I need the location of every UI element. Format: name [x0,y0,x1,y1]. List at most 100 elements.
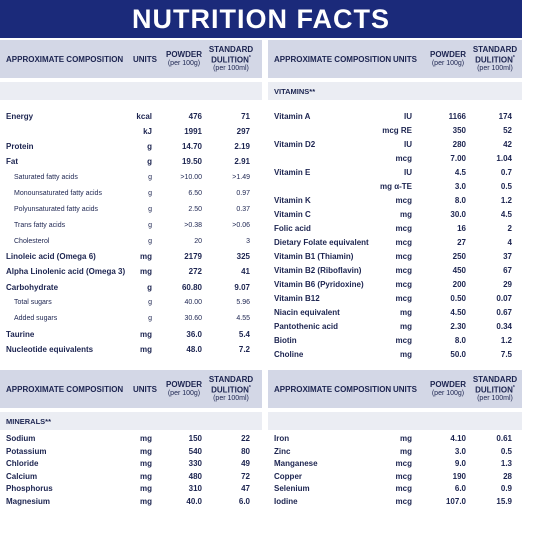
table-row: Phosphorus mg 310 47 [0,484,262,496]
nutrient-standard-value: 325 [236,252,250,261]
nutrient-powder-value: 30.60 [184,315,202,322]
table-row: Saturated fatty acids g >10.00 >1.49 [0,174,262,186]
nutrient-standard-value: 29 [503,280,512,289]
nutrient-unit: mcg [395,224,412,233]
nutrient-powder-value: 27 [457,238,466,247]
nutrient-unit: g [148,206,152,213]
nutrient-standard-value: 41 [241,267,250,276]
table-row: mcg RE 350 52 [268,126,522,138]
table-row: Vitamin B2 (Riboflavin) mcg 450 67 [268,266,522,278]
header-powder: POWDER (per 100g) [426,370,470,408]
nutrient-powder-value: 272 [188,267,202,276]
table-row: Vitamin B12 mcg 0.50 0.07 [268,294,522,306]
vitamins-band: VITAMINS** [268,82,522,100]
table-row: Copper mcg 190 28 [268,472,522,484]
table-row: Niacin equivalent mg 4.50 0.67 [268,308,522,320]
minerals-right-band [268,412,522,430]
nutrient-name: Vitamin B12 [274,294,320,303]
nutrient-powder-value: 8.0 [454,336,466,345]
nutrient-name: Chloride [6,459,39,468]
nutrient-standard-value: 2.19 [234,142,250,151]
nutrient-unit: mg [140,267,152,276]
table-row: Iron mg 4.10 0.61 [268,434,522,446]
nutrient-powder-value: 48.0 [186,345,202,354]
macronutrients-header: APPROXIMATE COMPOSITION UNITS POWDER (per 1… [0,40,262,78]
nutrient-powder-value: 1991 [184,127,202,136]
header-powder-label: POWDER [166,380,202,389]
nutrient-unit: mg α-TE [379,182,412,191]
table-row: Zinc mg 3.0 0.5 [268,447,522,459]
header-standard: STANDARD DULITION* (per 100ml) [206,40,256,78]
nutrient-powder-value: 4.50 [450,308,466,317]
header-composition: APPROXIMATE COMPOSITION [274,384,392,394]
nutrient-unit: mcg RE [382,126,412,135]
table-row: Vitamin K mcg 8.0 1.2 [268,196,522,208]
nutrient-unit: mg [140,252,152,261]
nutrient-standard-value: 49 [241,459,250,468]
nutrient-standard-value: 0.97 [236,190,250,197]
header-dilution-label: DULITION* [475,384,515,395]
nutrient-powder-value: 250 [452,252,466,261]
nutrient-name: Nucleotide equivalents [6,345,94,354]
nutrient-standard-value: 1.2 [500,196,512,205]
nutrient-name: Vitamin B2 (Riboflavin) [274,266,362,275]
nutrient-powder-value: >0.38 [184,222,202,229]
nutrient-powder-value: 3.0 [454,182,466,191]
nutrient-name: Monounsaturated fatty acids [14,190,102,197]
nutrient-standard-value: 52 [503,126,512,135]
header-powder: POWDER (per 100g) [162,370,206,408]
header-composition: APPROXIMATE COMPOSITION [6,384,124,394]
table-row: Fat g 19.50 2.91 [0,157,262,169]
header-dilution-mark: * [512,384,515,391]
nutrient-standard-value: 0.61 [496,434,512,443]
header-powder-sub: (per 100g) [167,390,201,397]
vitamins-header: APPROXIMATE COMPOSITION UNITS POWDER (per 1… [268,40,522,78]
nutrient-standard-value: 0.67 [496,308,512,317]
nutrient-powder-value: 1166 [448,112,466,121]
table-row: Polyunsaturated fatty acids g 2.50 0.37 [0,206,262,218]
nutrient-name: Added sugars [14,315,58,322]
table-row: Linoleic acid (Omega 6) mg 2179 325 [0,252,262,264]
nutrient-standard-value: 15.9 [496,496,512,506]
nutrient-unit: mcg [395,471,412,481]
nutrient-powder-value: 60.80 [181,283,202,292]
nutrient-unit: g [147,142,152,151]
nutrient-standard-value: 174 [498,112,512,121]
nutrient-unit: IU [404,112,412,121]
table-row: Cholesterol g 20 3 [0,238,262,250]
panel-macronutrients: APPROXIMATE COMPOSITION UNITS POWDER (per 1… [0,40,262,360]
nutrient-powder-value: 4.5 [454,168,466,177]
nutrient-name: Zinc [274,446,291,456]
header-dilution-text: DULITION [211,55,249,65]
table-row: Vitamin B1 (Thiamin) mcg 250 37 [268,252,522,264]
nutrient-name: Vitamin A [274,112,311,121]
nutrient-unit: g [148,190,152,197]
table-row: Monounsaturated fatty acids g 6.50 0.97 [0,190,262,202]
nutrient-standard-value: 28 [503,471,512,481]
nutrient-unit: g [148,238,152,245]
vitamins-band-label: VITAMINS** [274,86,316,96]
nutrient-name: Protein [6,142,34,151]
nutrient-unit: kJ [143,127,152,136]
table-row: Biotin mcg 8.0 1.2 [268,336,522,348]
header-standard-sub: (per 100ml) [213,65,249,73]
nutrient-standard-value: 72 [241,471,250,481]
nutrient-powder-value: 6.50 [188,190,202,197]
header-standard-label: STANDARD [472,374,518,384]
nutrient-standard-value: 80 [241,446,250,456]
nutrient-name: Energy [6,112,34,121]
nutrient-unit: mcg [395,266,412,275]
header-powder-label: POWDER [430,50,466,59]
header-standard-label: STANDARD [208,374,254,384]
nutrient-powder-value: 2.50 [188,206,202,213]
nutrient-name: Potassium [6,446,47,456]
nutrient-name: Alpha Linolenic acid (Omega 3) [6,267,126,276]
nutrient-standard-value: 0.5 [500,446,512,456]
table-row: Chloride mg 330 49 [0,459,262,471]
header-dilution-label: DULITION* [211,384,251,395]
nutrient-standard-value: 0.5 [500,182,512,191]
header-dilution-text: DULITION [475,55,513,65]
panel-minerals-right: APPROXIMATE COMPOSITION UNITS POWDER (per 1… [268,370,522,510]
nutrient-name: Vitamin E [274,168,311,177]
nutrient-name: Biotin [274,336,297,345]
